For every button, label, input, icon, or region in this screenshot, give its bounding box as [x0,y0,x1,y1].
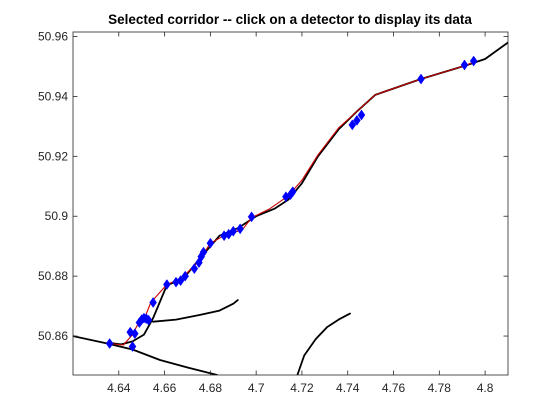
road-line-2 [144,300,238,322]
x-tick-label: 4.74 [336,381,360,395]
y-tick-label: 50.88 [38,269,68,283]
corridor-line [110,62,474,345]
x-tick-label: 4.68 [199,381,223,395]
x-tick-label: 4.66 [153,381,177,395]
x-tick-label: 4.8 [477,381,494,395]
y-tick-label: 50.9 [45,209,69,223]
detector-marker[interactable] [418,74,425,84]
y-axis: 50.86 50.88 50.9 50.92 50.94 50.96 [38,29,508,343]
road-line-1 [73,336,217,375]
y-tick-label: 50.86 [38,329,68,343]
detector-marker[interactable] [150,298,157,308]
plot-area[interactable] [73,43,508,376]
road-line-4 [110,43,508,345]
detector-marker[interactable] [191,264,198,274]
chart-title: Selected corridor -- click on a detector… [108,12,472,27]
x-tick-label: 4.7 [248,381,265,395]
y-tick-label: 50.94 [38,89,68,103]
x-tick-label: 4.78 [428,381,452,395]
detector-marker[interactable] [461,60,468,70]
x-tick-label: 4.64 [107,381,131,395]
x-tick-label: 4.76 [382,381,406,395]
detector-marker[interactable] [106,339,113,349]
y-tick-label: 50.96 [38,29,68,43]
y-tick-label: 50.92 [38,149,68,163]
x-axis: 4.64 4.66 4.68 4.7 4.72 4.74 4.76 4.78 4.8 [107,32,494,395]
x-tick-label: 4.72 [290,381,314,395]
road-line-3 [297,314,350,375]
